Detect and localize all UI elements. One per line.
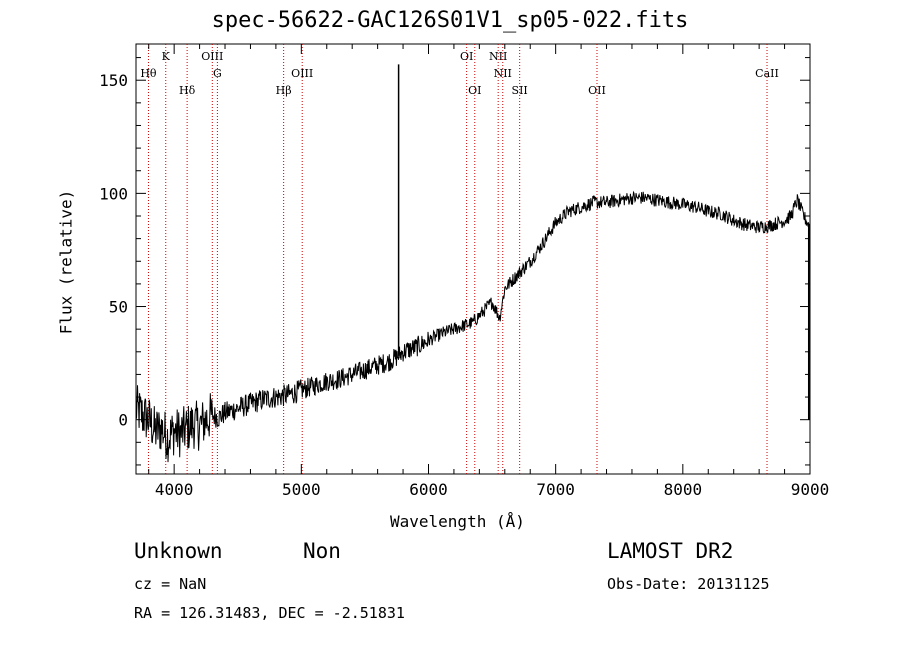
spectral-line-label: CaII: [755, 67, 779, 80]
y-tick-label: 150: [99, 71, 128, 90]
x-tick-label: 9000: [791, 480, 830, 499]
spectral-line-label: SII: [512, 84, 528, 97]
redshift-cz: cz = NaN: [134, 575, 207, 593]
spectrum-line: [135, 190, 811, 463]
y-tick-label: 50: [109, 298, 128, 317]
spectral-line-label: NII: [494, 67, 512, 80]
spectral-line-label: OIII: [291, 67, 313, 80]
spectral-line-label: G: [213, 67, 222, 80]
x-tick-label: 6000: [409, 480, 448, 499]
x-tick-label: 8000: [664, 480, 703, 499]
spectral-line-label: OII: [588, 84, 606, 97]
observation-date: Obs-Date: 20131125: [607, 575, 770, 593]
sky-coordinates: RA = 126.31483, DEC = -2.51831: [134, 604, 405, 622]
y-axis-label: Flux (relative): [56, 189, 76, 335]
object-class: Unknown: [134, 539, 223, 563]
chart-title: spec-56622-GAC126S01V1_sp05-022.fits: [211, 8, 689, 33]
spectral-line-label: K: [162, 50, 171, 63]
y-tick-label: 0: [118, 411, 128, 430]
x-tick-label: 4000: [155, 480, 194, 499]
y-tick-label: 100: [99, 184, 128, 203]
plot-frame: [135, 43, 811, 475]
object-subclass: Non: [303, 539, 341, 563]
x-axis-label: Wavelength (Å): [390, 512, 525, 531]
x-tick-label: 7000: [536, 480, 575, 499]
spectral-line-label: Hδ: [179, 84, 196, 97]
spectral-line-label: OI: [468, 84, 481, 97]
spectral-line-label: OIII: [201, 50, 223, 63]
spectral-line-label: NII: [489, 50, 507, 63]
x-tick-label: 5000: [282, 480, 321, 499]
spectral-line-label: Hβ: [276, 84, 292, 97]
survey-name: LAMOST DR2: [607, 539, 734, 563]
spectral-line-label: OI: [460, 50, 473, 63]
spectral-line-label: Hθ: [140, 67, 157, 80]
